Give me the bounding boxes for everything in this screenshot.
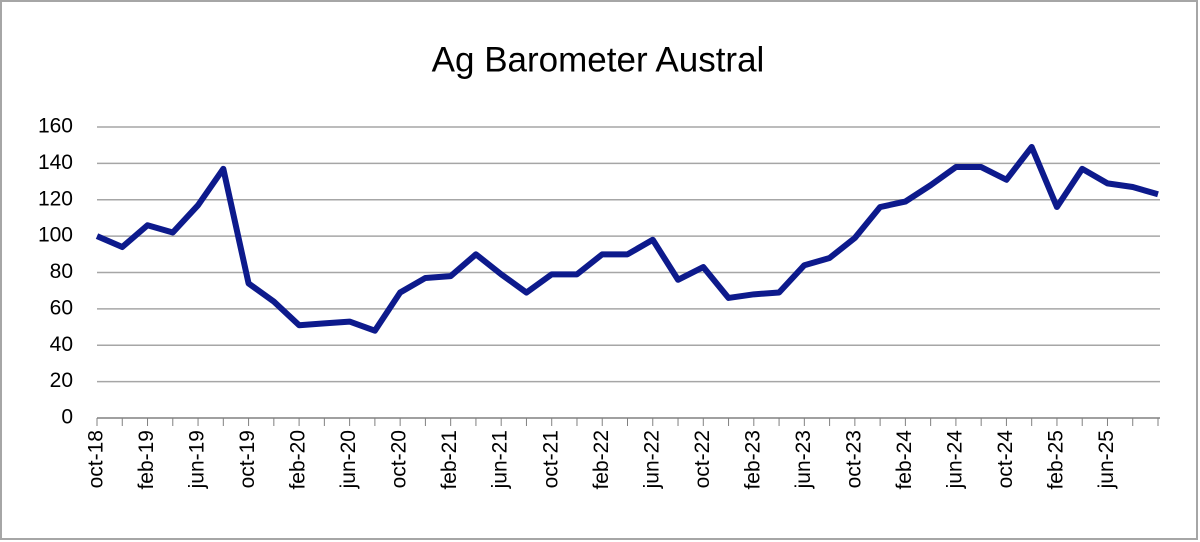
x-tick-label: feb-22 <box>590 430 613 490</box>
x-tick-label: jun-19 <box>186 430 209 489</box>
x-tick-label: oct-24 <box>994 430 1017 489</box>
x-tick-label: feb-25 <box>1044 430 1067 490</box>
x-tick-label: oct-22 <box>691 430 714 488</box>
x-tick-label: jun-24 <box>943 430 966 490</box>
y-tick-label: 120 <box>38 187 73 210</box>
x-tick-label: oct-20 <box>388 430 411 488</box>
line-series <box>95 144 1159 334</box>
y-tick-label: 100 <box>38 224 73 247</box>
x-tick-label: feb-21 <box>438 430 461 490</box>
y-tick-label: 160 <box>38 115 73 138</box>
x-tick-label: jun-25 <box>1095 430 1118 489</box>
x-tick-label: feb-24 <box>893 430 916 490</box>
x-tick-label: oct-21 <box>539 430 562 488</box>
x-tick-label: feb-23 <box>741 430 764 490</box>
chart-title: Ag Barometer Austral <box>432 40 765 79</box>
x-tick-label: feb-20 <box>287 430 310 490</box>
x-tick-label: feb-19 <box>135 430 158 490</box>
x-tick-label: jun-23 <box>792 430 815 489</box>
x-tick-label: jun-22 <box>640 430 663 489</box>
x-tick-label: oct-19 <box>236 430 259 488</box>
x-tick-label: oct-23 <box>842 430 865 488</box>
y-tick-label: 0 <box>61 406 73 429</box>
x-tick-label: jun-20 <box>337 430 360 489</box>
y-tick-label: 140 <box>38 151 73 174</box>
y-tick-label: 80 <box>50 260 73 283</box>
y-tick-label: 40 <box>50 333 73 356</box>
y-tick-label: 20 <box>50 369 73 392</box>
x-tick-label: oct-18 <box>85 430 108 488</box>
y-tick-label: 60 <box>50 296 73 319</box>
x-tick-label: jun-21 <box>489 430 512 489</box>
